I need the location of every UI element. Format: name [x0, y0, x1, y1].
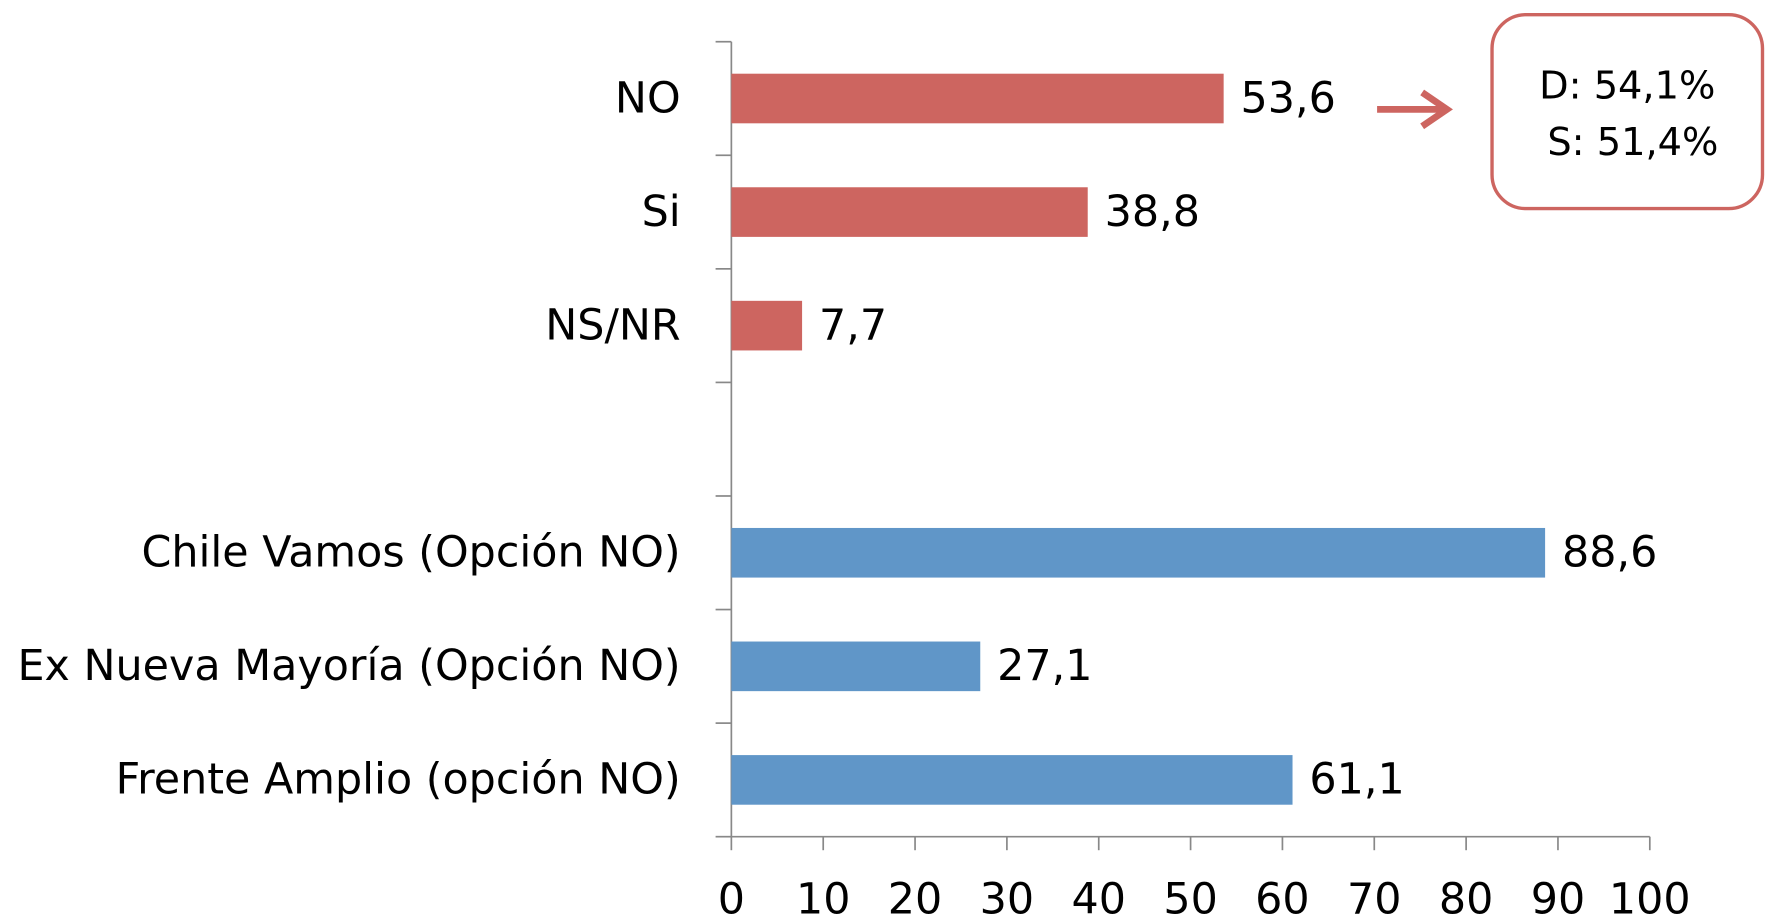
bar: [731, 755, 1293, 805]
bar: [731, 300, 803, 351]
x-tick-label: 90: [1531, 875, 1585, 919]
value-label: 53,6: [1241, 73, 1336, 123]
y-tick-label: Chile Vamos (Opción NO): [141, 528, 680, 578]
bar: [731, 527, 1546, 578]
y-tick-label: Frente Amplio (opción NO): [116, 755, 681, 805]
value-label: 88,6: [1562, 528, 1657, 578]
x-tick-label: 30: [980, 875, 1034, 919]
x-tick-label: 0: [718, 875, 745, 919]
annotation-text: D: 54,1%: [1539, 63, 1715, 108]
y-tick-label: NS/NR: [545, 300, 680, 350]
x-tick-label: 60: [1255, 875, 1309, 919]
arrow-head: [1420, 89, 1453, 130]
x-tick-label: 20: [888, 875, 942, 919]
value-label: 27,1: [997, 641, 1092, 691]
bar: [731, 641, 981, 692]
value-label: 38,8: [1105, 187, 1200, 237]
bar: [731, 73, 1224, 124]
value-label: 7,7: [819, 300, 887, 350]
x-tick-label: 70: [1347, 875, 1401, 919]
y-tick-label: NO: [615, 73, 681, 123]
annotation-text: S: 51,4%: [1547, 120, 1718, 165]
y-tick-label: Ex Nueva Mayoría (Opción NO): [18, 641, 681, 691]
y-tick-label: Si: [642, 187, 681, 237]
x-tick-label: 100: [1609, 875, 1691, 919]
x-tick-label: 50: [1163, 875, 1217, 919]
x-tick-label: 40: [1071, 875, 1125, 919]
value-label: 61,1: [1309, 755, 1404, 805]
x-tick-label: 10: [796, 875, 850, 919]
annotation: D: 54,1% S: 51,4%: [1377, 12, 1765, 211]
bar: [731, 187, 1088, 237]
x-tick-label: 80: [1439, 875, 1493, 919]
annotation-box: [1490, 12, 1765, 211]
